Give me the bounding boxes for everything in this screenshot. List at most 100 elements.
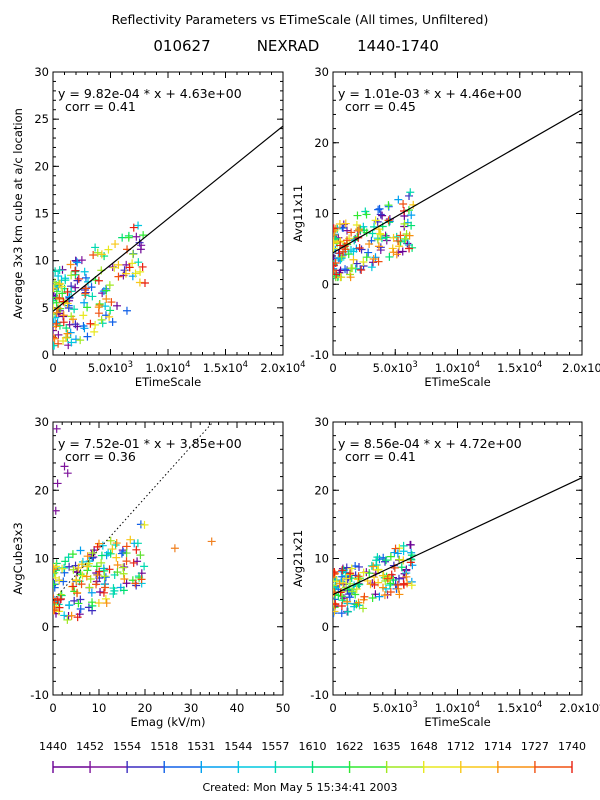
scatter-point: [72, 576, 81, 585]
scatter-point: [407, 211, 416, 220]
scatter-point: [80, 267, 89, 276]
scatter-point: [69, 315, 78, 324]
scatter-point: [407, 581, 416, 590]
scatter-point: [74, 563, 83, 572]
scatter-point: [72, 257, 81, 266]
scatter-point: [395, 242, 404, 251]
scatter-point: [97, 315, 106, 324]
scatter-point: [380, 591, 389, 600]
x-tick-label: 1.5x104: [497, 360, 542, 375]
scatter-point: [333, 607, 339, 616]
scatter-point: [97, 250, 106, 259]
scatter-point: [346, 569, 355, 578]
scatter-point: [55, 576, 64, 585]
scatter-point: [57, 591, 66, 600]
scatter-point: [74, 599, 83, 608]
scatter-point: [333, 261, 338, 270]
scatter-point: [128, 259, 137, 268]
scatter-point: [98, 289, 107, 298]
colorbar-label: 1554: [113, 740, 141, 753]
scatter-point: [73, 613, 82, 622]
scatter-point: [111, 240, 120, 249]
scatter-point: [111, 540, 120, 549]
scatter-point: [119, 548, 128, 557]
scatter-point: [101, 302, 110, 311]
scatter-point: [343, 266, 352, 275]
scatter-point: [67, 271, 76, 280]
scatter-point: [55, 279, 64, 288]
scatter-point: [80, 298, 89, 307]
x-tick-label: 1.0x104: [145, 360, 190, 375]
scatter-point: [60, 462, 69, 471]
scatter-point: [53, 596, 62, 605]
colorbar-label: 1452: [76, 740, 104, 753]
scatter-point: [401, 234, 410, 243]
scatter-point: [70, 305, 79, 314]
x-tick-label: 1.0x104: [435, 360, 480, 375]
scatter-point: [101, 573, 110, 582]
fit-equation: y = 9.82e-04 * x + 4.63e+00: [58, 86, 242, 101]
scatter-point: [384, 201, 393, 210]
scatter-point: [82, 572, 91, 581]
y-tick-label: 10: [34, 552, 49, 566]
colorbar-label: 1531: [187, 740, 215, 753]
scatter-point: [94, 599, 103, 608]
figure-title: Reflectivity Parameters vs ETimeScale (A…: [112, 12, 489, 27]
scatter-point: [381, 557, 390, 566]
subtitle-date: 010627: [153, 37, 210, 55]
scatter-point: [76, 336, 85, 345]
scatter-point: [400, 236, 409, 245]
x-tick-label: 1.5x104: [497, 700, 542, 715]
scatter-point: [335, 219, 344, 228]
scatter-point: [59, 318, 68, 327]
x-tick-label: 5.0x103: [373, 360, 418, 375]
scatter-point: [87, 283, 96, 292]
scatter-point: [53, 341, 58, 350]
scatter-point: [98, 319, 107, 328]
scatter-point: [60, 563, 69, 572]
scatter-point: [333, 567, 339, 576]
colorbar-label: 1648: [410, 740, 438, 753]
scatter-point: [69, 565, 78, 574]
colorbar-label: 1714: [484, 740, 512, 753]
scatter-point: [78, 571, 87, 580]
scatter-point: [379, 571, 388, 580]
scatter-point: [140, 279, 149, 288]
scatter-point: [91, 320, 100, 329]
scatter-point: [67, 611, 76, 620]
scatter-point: [63, 329, 72, 338]
y-axis-label: Avg21x21: [291, 530, 305, 587]
y-axis-label: Average 3x3 km cube at a/c location: [11, 108, 25, 319]
scatter-point: [92, 580, 101, 589]
scatter-point: [88, 549, 97, 558]
scatter-point: [335, 579, 344, 588]
scatter-point: [54, 330, 63, 339]
scatter-point: [91, 243, 100, 252]
scatter-point: [94, 309, 103, 318]
scatter-point: [359, 604, 368, 613]
scatter-point: [53, 284, 58, 293]
scatter-point: [87, 588, 96, 597]
scatter-point: [339, 247, 348, 256]
plot-frame: [332, 71, 583, 356]
scatter-point: [394, 574, 403, 583]
scatter-point: [407, 221, 416, 230]
y-tick-label: 20: [314, 136, 329, 150]
scatter-point: [67, 338, 76, 347]
scatter-point: [60, 611, 69, 620]
scatter-point: [58, 564, 67, 573]
scatter-point: [106, 306, 115, 315]
scatter-point: [65, 562, 74, 571]
scatter-point: [368, 594, 377, 603]
scatter-point: [63, 469, 72, 478]
scatter-point: [53, 267, 60, 276]
y-tick-label: 0: [42, 620, 49, 634]
scatter-point: [53, 278, 59, 287]
scatter-point: [347, 228, 356, 237]
scatter-point: [81, 289, 90, 298]
scatter-point: [79, 311, 88, 320]
scatter-point: [138, 262, 147, 271]
scatter-point: [139, 231, 148, 240]
colorbar-label: 1622: [336, 740, 364, 753]
